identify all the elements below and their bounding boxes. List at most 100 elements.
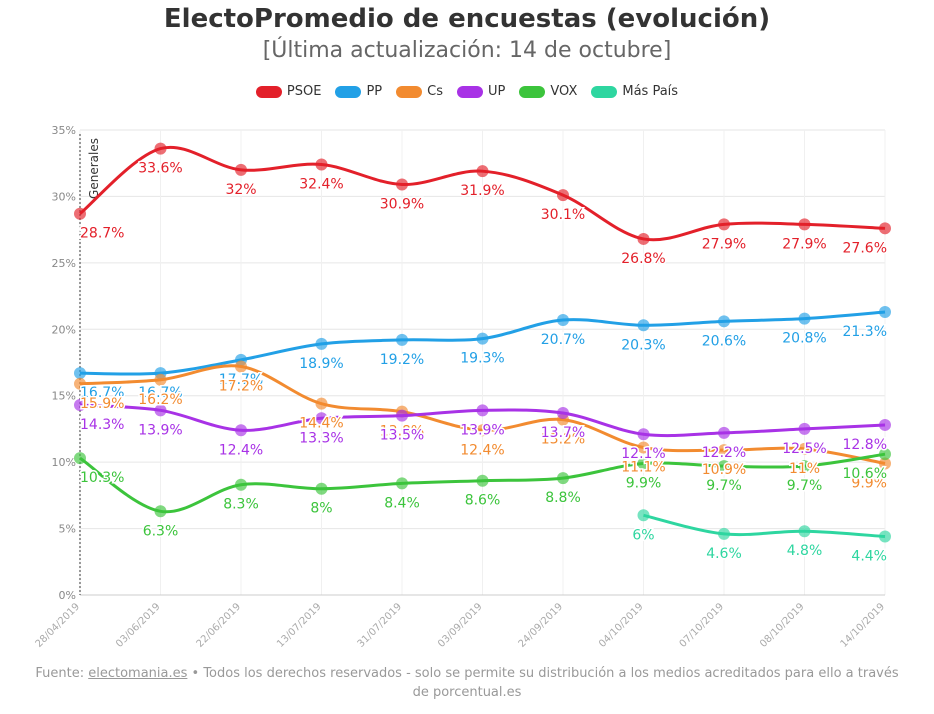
data-label: 21.3% <box>843 324 887 340</box>
data-label: 16.7% <box>138 385 182 401</box>
x-tick-label: 13/07/2019 <box>275 601 324 650</box>
data-point <box>235 360 247 373</box>
data-label: 31.9% <box>460 183 504 199</box>
data-point <box>396 178 408 191</box>
data-label: 8% <box>310 501 332 517</box>
data-label: 19.3% <box>460 351 504 367</box>
data-label: 9.7% <box>787 478 823 494</box>
data-point <box>557 406 569 419</box>
data-label: 12.1% <box>621 446 665 462</box>
data-point <box>74 399 86 412</box>
data-label: 4.4% <box>851 549 887 565</box>
x-tick-label: 03/09/2019 <box>436 601 485 650</box>
data-label: 12.4% <box>460 442 504 458</box>
data-point <box>718 460 730 473</box>
x-tick-label: 07/10/2019 <box>678 601 727 650</box>
data-label: 11.1% <box>621 460 665 476</box>
data-label: 8.8% <box>545 490 581 506</box>
data-label: 13.3% <box>299 430 343 446</box>
data-point <box>879 530 891 543</box>
data-point <box>798 422 811 435</box>
source-link[interactable]: electomania.es <box>88 666 188 681</box>
data-point <box>798 442 811 455</box>
x-tick-label: 31/07/2019 <box>356 601 405 650</box>
data-label: 10.9% <box>702 462 746 478</box>
data-label: 13.9% <box>138 422 182 438</box>
data-point <box>315 482 328 495</box>
series-line <box>643 513 886 539</box>
data-label: 9.9% <box>626 475 662 491</box>
data-label: 13.2% <box>541 432 585 448</box>
data-point <box>315 158 328 171</box>
data-point <box>315 397 328 410</box>
chart-subtitle: [Última actualización: 14 de octubre] <box>262 38 672 63</box>
data-point <box>879 448 891 461</box>
data-point <box>557 313 569 326</box>
legend-swatch <box>519 85 546 98</box>
data-label: 33.6% <box>138 161 182 177</box>
legend-swatch <box>591 85 618 98</box>
data-point <box>396 409 408 422</box>
legend-item[interactable]: Cs <box>396 84 443 99</box>
legend-item[interactable]: Más País <box>591 84 678 99</box>
data-point <box>154 505 167 518</box>
data-point <box>637 509 650 522</box>
data-point <box>74 367 86 380</box>
x-tick-label: 04/10/2019 <box>597 601 646 650</box>
legend-item[interactable]: PP <box>335 84 382 99</box>
data-label: 4.8% <box>787 543 823 559</box>
data-label: 10.3% <box>80 470 124 486</box>
data-point <box>798 218 811 231</box>
legend-item[interactable]: UP <box>457 84 505 99</box>
y-tick-label: 15% <box>52 390 76 403</box>
data-label: 13.5% <box>380 428 424 444</box>
legend-label: Más País <box>622 84 679 99</box>
legend-item[interactable]: VOX <box>519 84 577 99</box>
data-point <box>718 315 730 328</box>
data-label: 13.9% <box>460 422 504 438</box>
data-point <box>476 404 489 417</box>
x-tick-label: 28/04/2019 <box>34 601 83 650</box>
data-point <box>637 428 650 441</box>
data-point <box>718 426 730 439</box>
footer-prefix: Fuente: <box>35 666 89 681</box>
data-label: 13.7% <box>541 425 585 441</box>
data-point <box>315 412 328 425</box>
data-label: 12.4% <box>219 442 263 458</box>
data-label: 12.2% <box>702 445 746 461</box>
data-label: 18.9% <box>299 356 343 372</box>
legend-label: PP <box>366 84 383 99</box>
data-label: 12.8% <box>843 437 887 453</box>
data-point <box>235 424 247 437</box>
data-point <box>879 306 891 319</box>
y-tick-label: 30% <box>52 190 76 203</box>
legend-swatch <box>335 85 362 98</box>
legend-swatch <box>255 85 282 98</box>
data-label: 16.2% <box>138 392 182 408</box>
data-label: 16.7% <box>80 385 124 401</box>
data-point <box>879 418 891 431</box>
data-label: 28.7% <box>80 226 124 242</box>
y-tick-label: 20% <box>52 323 76 336</box>
data-label: 32% <box>225 182 256 198</box>
data-label: 12.5% <box>782 441 826 457</box>
annotation-label: Generales <box>87 138 101 199</box>
data-label: 17.7% <box>219 372 263 388</box>
data-point <box>798 460 811 473</box>
x-tick-label: 14/10/2019 <box>839 601 888 650</box>
data-label: 13.8% <box>380 424 424 440</box>
data-point <box>637 457 650 470</box>
data-point <box>396 333 408 346</box>
data-label: 14.4% <box>299 416 343 432</box>
data-point <box>557 472 569 485</box>
y-tick-label: 0% <box>59 589 76 602</box>
data-label: 8.4% <box>384 495 420 511</box>
data-label: 27.9% <box>782 236 826 252</box>
data-point <box>235 163 247 176</box>
data-label: 26.8% <box>621 251 665 267</box>
data-label: 19.2% <box>380 352 424 368</box>
data-point <box>879 457 891 470</box>
legend-item[interactable]: PSOE <box>255 84 321 99</box>
data-label: 20.3% <box>621 337 665 353</box>
data-label: 27.6% <box>843 240 887 256</box>
